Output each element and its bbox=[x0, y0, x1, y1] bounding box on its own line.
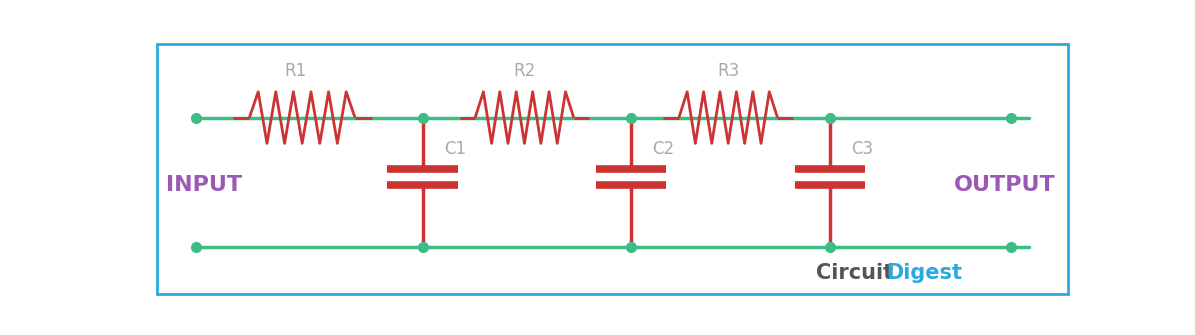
Text: INPUT: INPUT bbox=[166, 175, 243, 195]
Text: R3: R3 bbox=[717, 62, 740, 80]
Text: Circuit: Circuit bbox=[816, 263, 894, 283]
Text: C1: C1 bbox=[443, 140, 466, 157]
Text: OUTPUT: OUTPUT bbox=[954, 175, 1055, 195]
Text: C2: C2 bbox=[652, 140, 674, 157]
Text: Digest: Digest bbox=[885, 263, 962, 283]
Text: R2: R2 bbox=[514, 62, 535, 80]
Text: C3: C3 bbox=[851, 140, 874, 157]
Text: R1: R1 bbox=[284, 62, 307, 80]
